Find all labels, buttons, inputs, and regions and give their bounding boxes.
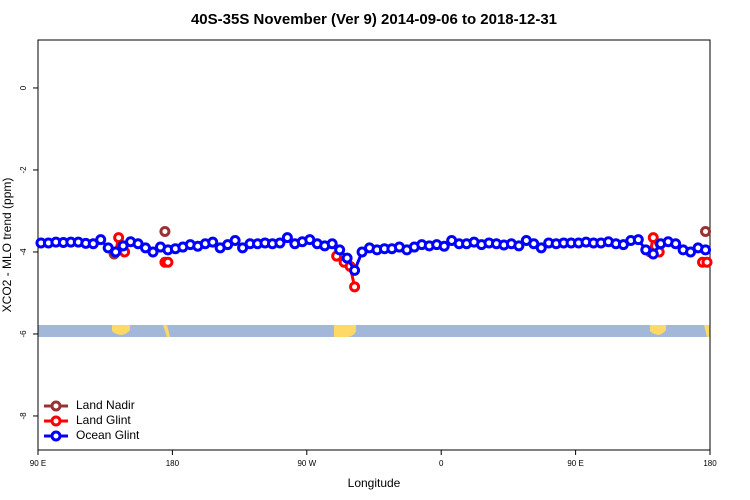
data-point <box>700 225 712 237</box>
data-point <box>229 234 241 246</box>
y-tick-label: -6 <box>19 330 28 338</box>
x-tick-label: 90 E <box>30 459 46 468</box>
ocean-strip <box>38 325 710 337</box>
data-point <box>334 244 346 256</box>
land-shape <box>112 325 130 335</box>
legend-label: Land Nadir <box>76 398 135 412</box>
legend-marker <box>50 415 62 427</box>
data-point <box>147 246 159 258</box>
land-shape <box>163 325 170 337</box>
y-tick-label: -2 <box>19 166 28 174</box>
data-point <box>438 240 450 252</box>
data-point <box>701 256 713 268</box>
legend-marker <box>50 430 62 442</box>
data-point <box>95 234 107 246</box>
data-point <box>349 264 361 276</box>
land-ocean-strip <box>38 325 710 337</box>
data-point <box>349 281 361 293</box>
land-shape <box>650 325 666 335</box>
y-tick-label: 0 <box>19 85 28 90</box>
x-tick-label: 180 <box>703 459 717 468</box>
data-point <box>110 246 122 258</box>
data-point <box>647 232 659 244</box>
x-tick-label: 0 <box>439 459 444 468</box>
data-point <box>281 232 293 244</box>
y-tick-label: -4 <box>19 248 28 256</box>
data-point <box>341 252 353 264</box>
data-point <box>113 232 125 244</box>
data-point <box>159 225 171 237</box>
chart-title: 40S-35S November (Ver 9) 2014-09-06 to 2… <box>191 11 557 28</box>
data-point <box>513 240 525 252</box>
x-axis-label: Longitude <box>348 476 401 490</box>
data-point <box>162 256 174 268</box>
data-point <box>670 238 682 250</box>
y-axis-label: XCO2 - MLO trend (ppm) <box>0 178 14 313</box>
x-tick-label: 90 W <box>297 459 316 468</box>
data-point <box>700 244 712 256</box>
legend-marker <box>50 400 62 412</box>
data-point <box>647 248 659 260</box>
data-point <box>535 242 547 254</box>
legend-label: Ocean Glint <box>76 428 140 442</box>
data-point <box>274 237 286 249</box>
land-shape <box>334 325 356 337</box>
y-tick-label: -8 <box>19 412 28 420</box>
x-tick-label: 180 <box>166 459 180 468</box>
data-point <box>632 234 644 246</box>
x-tick-label: 90 E <box>567 459 583 468</box>
legend-label: Land Glint <box>76 413 131 427</box>
land-shape <box>704 325 710 337</box>
data-point <box>207 236 219 248</box>
data-point <box>326 238 338 250</box>
